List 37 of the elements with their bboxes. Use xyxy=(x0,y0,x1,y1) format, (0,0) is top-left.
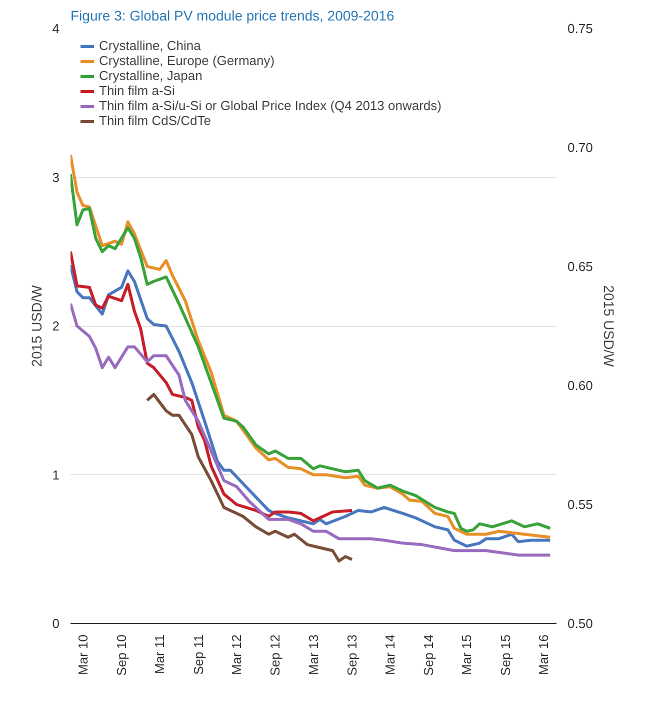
y2-tick-label: 0.50 xyxy=(568,616,593,631)
x-tick-label: Sep 10 xyxy=(114,634,130,676)
line-series xyxy=(146,392,354,563)
y2-axis-title: 2015 USD/W xyxy=(600,285,617,368)
y2-tick-label: 0.70 xyxy=(568,140,593,155)
y-tick-label: 1 xyxy=(52,467,60,482)
y-tick-label: 4 xyxy=(52,21,60,36)
legend-label: Crystalline, Japan xyxy=(99,68,202,83)
y-axis-title: 2015 USD/W xyxy=(28,284,44,367)
legend-label: Crystalline, China xyxy=(99,38,201,53)
x-tick-label: Sep 12 xyxy=(268,634,283,676)
x-tick-label: Sep 11 xyxy=(190,634,206,675)
x-tick-label: Mar 11 xyxy=(152,634,168,674)
line-series xyxy=(70,302,552,557)
legend-label: Thin film CdS/CdTe xyxy=(99,113,211,128)
y2-tick-label: 0.55 xyxy=(568,497,593,512)
y2-tick-label: 0.60 xyxy=(568,378,593,393)
legend-label: Thin film a-Si/u-Si or Global Price Index (Q4 2013 onwards) xyxy=(99,98,442,113)
line-series xyxy=(70,250,354,522)
legend-label: Thin film a-Si xyxy=(99,83,175,98)
chart-title: Figure 3: Global PV module price trends, 2009-2016 xyxy=(70,8,394,24)
x-tick-label: Sep 13 xyxy=(344,634,360,676)
y-tick-label: 2 xyxy=(52,318,60,334)
legend-label: Crystalline, Europe (Germany) xyxy=(99,53,275,68)
x-tick-label: Sep 14 xyxy=(421,634,436,676)
x-tick-label: Mar 10 xyxy=(75,634,90,675)
x-tick-label: Mar 16 xyxy=(536,634,552,675)
y-tick-label: 3 xyxy=(52,170,60,185)
x-tick-label: Mar 14 xyxy=(382,634,398,675)
y2-tick-label: 0.75 xyxy=(568,21,593,36)
x-tick-label: Mar 13 xyxy=(306,634,321,675)
line-series xyxy=(70,264,552,548)
x-tick-label: Mar 15 xyxy=(459,634,474,675)
y2-tick-label: 0.65 xyxy=(568,259,593,274)
x-tick-label: Sep 15 xyxy=(498,634,513,676)
y-tick-label: 0 xyxy=(52,616,60,631)
x-tick-label: Mar 12 xyxy=(229,634,244,675)
